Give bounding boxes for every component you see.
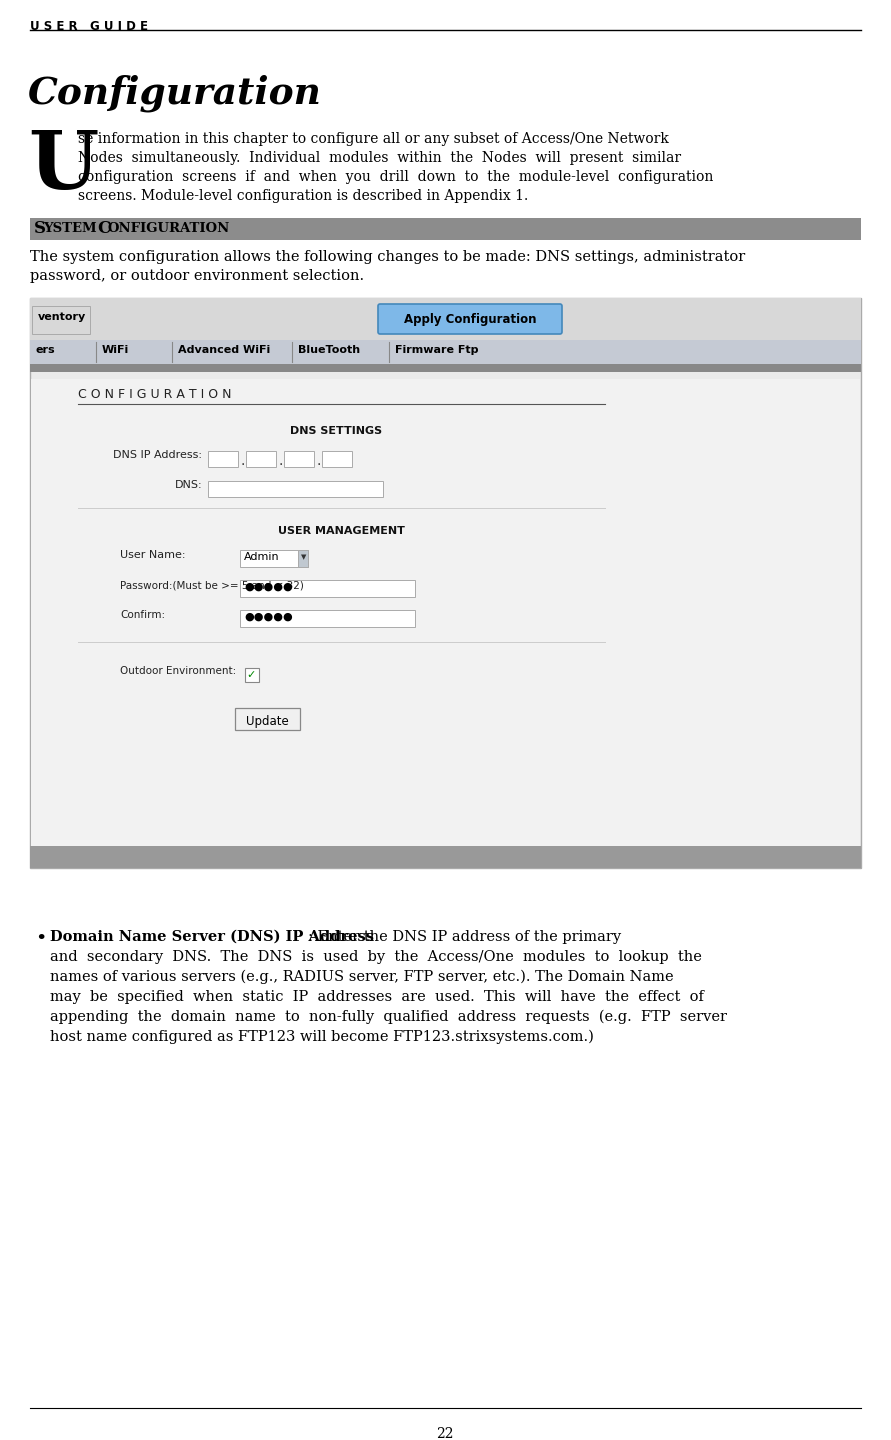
- Text: ▼: ▼: [301, 554, 307, 560]
- Text: .: .: [316, 454, 321, 468]
- Text: C: C: [97, 220, 110, 238]
- Text: .: .: [278, 454, 282, 468]
- Text: Firmware Ftp: Firmware Ftp: [395, 346, 478, 356]
- Text: se information in this chapter to configure all or any subset of Access/One Netw: se information in this chapter to config…: [78, 132, 669, 145]
- Text: User Name:: User Name:: [120, 550, 185, 560]
- Text: USER MANAGEMENT: USER MANAGEMENT: [278, 526, 405, 536]
- Bar: [30, 217, 861, 240]
- Bar: [246, 451, 276, 467]
- Bar: [31, 379, 860, 867]
- Text: YSTEM: YSTEM: [43, 222, 96, 235]
- Text: may  be  specified  when  static  IP  addresses  are  used.  This  will  have  t: may be specified when static IP addresse…: [50, 991, 704, 1004]
- Text: DNS:: DNS:: [175, 480, 202, 490]
- Text: ers: ers: [36, 346, 55, 356]
- Text: The system configuration allows the following changes to be made: DNS settings, : The system configuration allows the foll…: [30, 251, 745, 264]
- Text: screens. Module-level configuration is described in Appendix 1.: screens. Module-level configuration is d…: [78, 189, 528, 203]
- Text: 22: 22: [437, 1427, 454, 1440]
- Text: C O N F I G U R A T I O N: C O N F I G U R A T I O N: [78, 387, 232, 400]
- Text: Outdoor Environment:: Outdoor Environment:: [120, 665, 236, 675]
- Text: names of various servers (e.g., RADIUS server, FTP server, etc.). The Domain Nam: names of various servers (e.g., RADIUS s…: [50, 971, 674, 985]
- Text: configuration  screens  if  and  when  you  drill  down  to  the  module-level  : configuration screens if and when you dr…: [78, 170, 714, 184]
- Text: Configuration: Configuration: [28, 75, 322, 112]
- Bar: [245, 668, 259, 683]
- Bar: [30, 364, 861, 372]
- Bar: [32, 307, 90, 334]
- Text: DNS IP Address:: DNS IP Address:: [113, 449, 202, 459]
- Text: Domain Name Server (DNS) IP Address: Domain Name Server (DNS) IP Address: [50, 930, 374, 945]
- Text: ventory: ventory: [38, 312, 86, 323]
- Bar: [322, 451, 352, 467]
- Text: S: S: [34, 220, 46, 238]
- Text: ONFIGURATION: ONFIGURATION: [107, 222, 229, 235]
- Bar: [235, 708, 300, 730]
- Text: BlueTooth: BlueTooth: [298, 346, 360, 356]
- Text: ●●●●●: ●●●●●: [244, 612, 293, 622]
- Text: ●●●●●: ●●●●●: [244, 582, 293, 592]
- Bar: [30, 340, 861, 364]
- Bar: [208, 481, 383, 497]
- Bar: [298, 550, 308, 567]
- Text: DNS SETTINGS: DNS SETTINGS: [290, 426, 382, 436]
- Text: Apply Configuration: Apply Configuration: [404, 314, 536, 327]
- Text: Confirm:: Confirm:: [120, 611, 165, 621]
- Text: U: U: [28, 128, 98, 206]
- Text: U S E R   G U I D E: U S E R G U I D E: [30, 20, 148, 33]
- Text: •: •: [35, 930, 46, 948]
- Text: Admin: Admin: [244, 552, 280, 562]
- Text: and  secondary  DNS.  The  DNS  is  used  by  the  Access/One  modules  to  look: and secondary DNS. The DNS is used by th…: [50, 950, 702, 963]
- Text: Password:(Must be >= 5 and < 32): Password:(Must be >= 5 and < 32): [120, 580, 304, 590]
- Bar: [240, 550, 308, 567]
- Text: : Enter the DNS IP address of the primary: : Enter the DNS IP address of the primar…: [308, 930, 621, 945]
- Text: password, or outdoor environment selection.: password, or outdoor environment selecti…: [30, 269, 364, 284]
- Bar: [240, 611, 415, 626]
- Text: .: .: [240, 454, 244, 468]
- Text: ✓: ✓: [246, 670, 256, 680]
- Text: Nodes  simultaneously.  Individual  modules  within  the  Nodes  will  present  : Nodes simultaneously. Individual modules…: [78, 151, 681, 166]
- FancyBboxPatch shape: [378, 304, 562, 334]
- Bar: [30, 845, 861, 868]
- Bar: [208, 451, 238, 467]
- Text: host name configured as FTP123 will become FTP123.strixsystems.com.): host name configured as FTP123 will beco…: [50, 1030, 594, 1044]
- Text: Advanced WiFi: Advanced WiFi: [178, 346, 270, 356]
- Bar: [240, 580, 415, 598]
- Text: appending  the  domain  name  to  non-fully  qualified  address  requests  (e.g.: appending the domain name to non-fully q…: [50, 1009, 727, 1024]
- Text: WiFi: WiFi: [102, 346, 129, 356]
- Bar: [284, 451, 314, 467]
- Bar: [30, 298, 861, 340]
- Text: Update: Update: [246, 716, 289, 729]
- Bar: [30, 298, 861, 868]
